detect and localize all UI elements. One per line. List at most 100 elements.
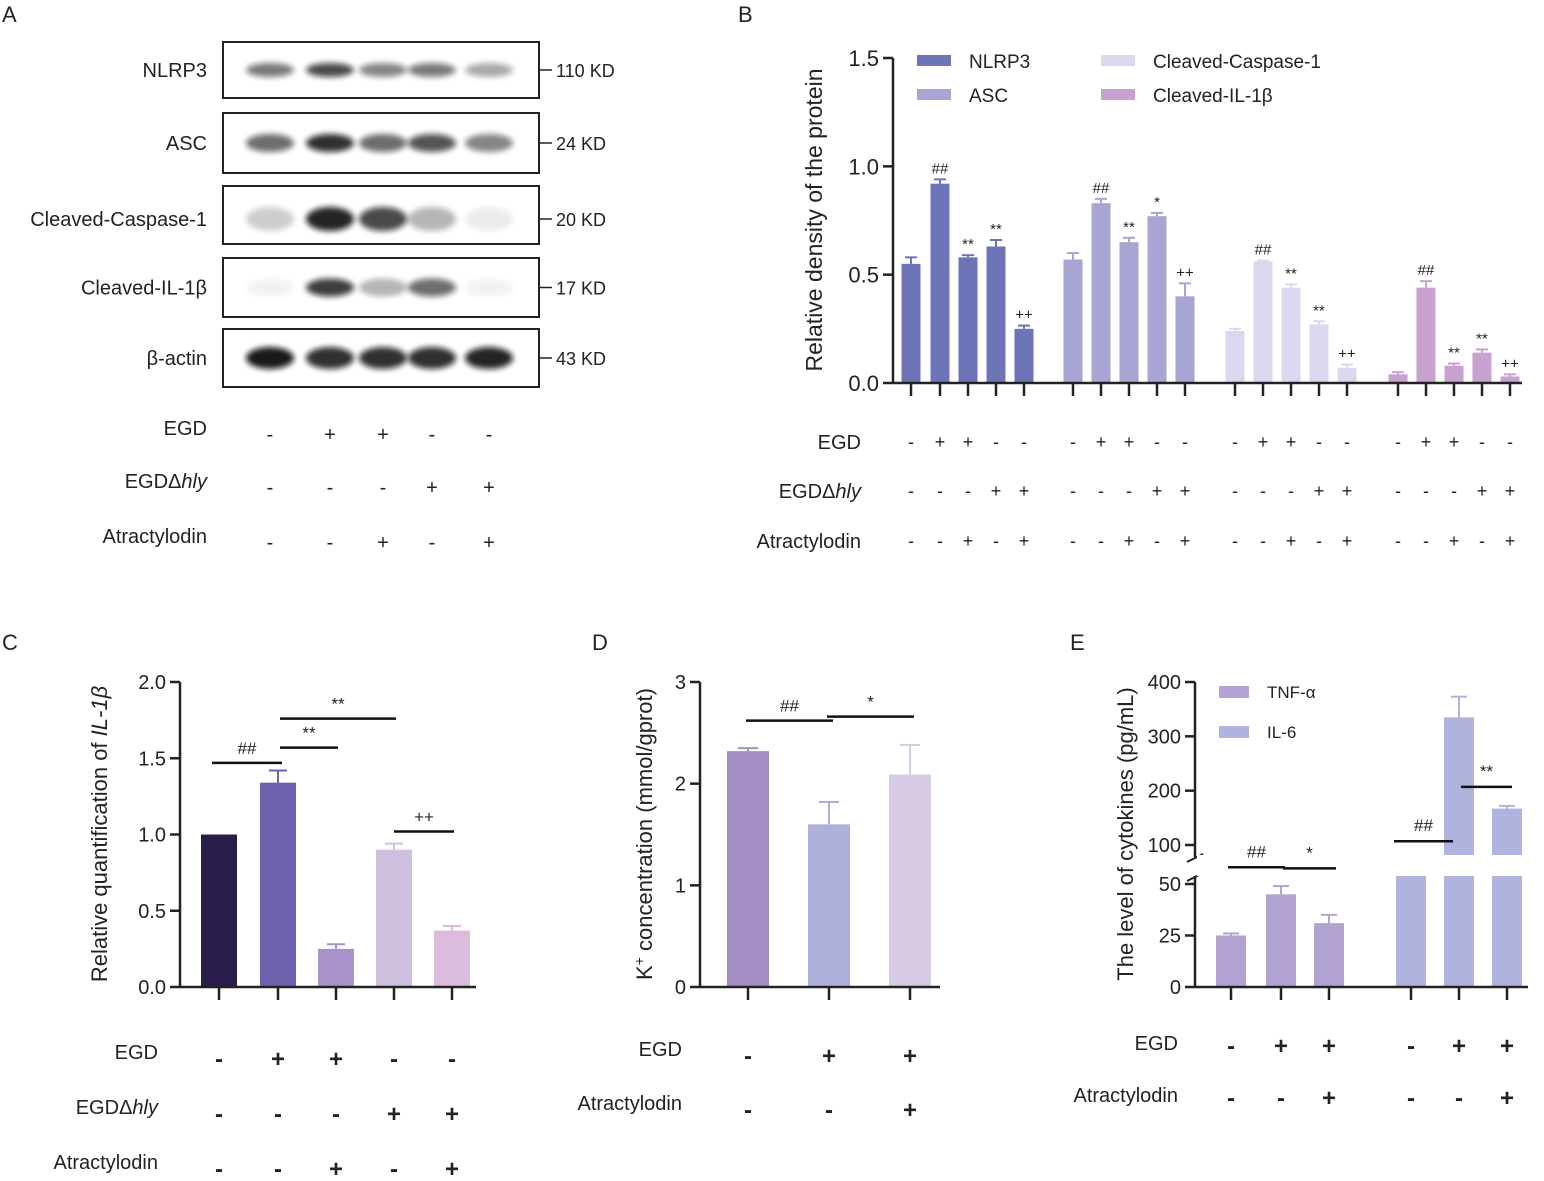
significance-mark: ++ [1176, 264, 1194, 281]
y-tick-label: 0.0 [138, 977, 166, 999]
blot-treatment-label: Atractylodin [103, 526, 208, 548]
treatment-sign-2: + [1322, 1033, 1336, 1060]
treatment-sign: - [1070, 481, 1076, 501]
treatment-sign: + [1124, 432, 1135, 452]
treatment-sign: - [1288, 481, 1294, 501]
y-axis-title: K+ concentration (mmol/gprot) [631, 688, 657, 980]
bar [1253, 261, 1273, 383]
y-axis-title: Relative density of the protein [801, 68, 827, 371]
blot-protein-label: Cleaved-Caspase-1 [30, 209, 207, 231]
treatment-sign-2: + [329, 1156, 343, 1181]
bar [260, 782, 296, 987]
y-axis-title: Relative quantification of IL-1β [87, 685, 112, 982]
treatment-sign: + [1152, 481, 1163, 501]
treatment-sign: + [1124, 531, 1135, 551]
blot-band [359, 207, 407, 231]
treatment-sign-2: + [903, 1097, 917, 1124]
protein-density-chart: 0.0 0.5 1.0 1.5 Relative density of the prot… [757, 46, 1522, 553]
legend-label: IL-6 [1267, 723, 1296, 742]
blot-band [408, 63, 456, 77]
y-axis-title: The level of cytokines (pg/mL) [1113, 687, 1138, 980]
blot-protein-label: NLRP3 [143, 60, 207, 82]
treatment-sign: + [963, 432, 974, 452]
treatment-sign-1: + [271, 1046, 285, 1073]
legend-swatch [917, 89, 951, 100]
blot-size-label: 17 KD [556, 279, 606, 299]
y-tick-label: 0.5 [848, 263, 879, 288]
blot-sign-4: - [486, 424, 493, 446]
treatment-sign: - [1316, 432, 1322, 452]
legend-swatch [1101, 89, 1135, 100]
treatment-sign: - [1126, 481, 1132, 501]
bar [376, 849, 412, 987]
treatment-label: EGDΔhly [779, 481, 862, 503]
treatment-sign: + [1019, 531, 1030, 551]
significance-mark: ++ [1015, 307, 1033, 324]
treatment-sign-2: - [332, 1101, 340, 1128]
treatment-sign: - [1070, 531, 1076, 551]
treatment-sign: - [1182, 432, 1188, 452]
treatment-sign-0: - [215, 1101, 223, 1128]
treatment-sign: - [1070, 432, 1076, 452]
treatment-sign-3: - [1407, 1085, 1415, 1112]
treatment-label: EGD [115, 1042, 158, 1064]
blot-sign-3: - [429, 424, 436, 446]
legend-swatch [1219, 686, 1249, 698]
treatment-sign-4: - [448, 1046, 456, 1073]
treatment-sign-0: - [1227, 1085, 1235, 1112]
y-tick-label: 0 [675, 977, 686, 999]
treatment-sign: - [937, 481, 943, 501]
significance-mark: ## [1093, 180, 1110, 197]
treatment-sign: + [1342, 531, 1353, 551]
treatment-sign: - [1232, 481, 1238, 501]
treatment-sign: + [963, 531, 974, 551]
treatment-sign-3: + [387, 1101, 401, 1128]
treatment-sign: + [1421, 432, 1432, 452]
blot-band [359, 278, 407, 297]
treatment-sign-1: - [1277, 1085, 1285, 1112]
blot-band [306, 347, 354, 369]
bar [889, 774, 931, 987]
significance-mark: ** [302, 724, 316, 743]
blot-band [465, 63, 513, 77]
panel-label-d: D [592, 630, 608, 655]
bar [930, 183, 950, 383]
treatment-sign: - [1260, 481, 1266, 501]
y-tick-label: 3 [675, 672, 686, 694]
blot-band [246, 63, 294, 77]
panel-label-a: A [2, 2, 17, 27]
panel-label-b: B [738, 2, 753, 27]
blot-band [408, 134, 456, 152]
bar [1444, 717, 1474, 987]
treatment-sign-4: + [445, 1156, 459, 1181]
bar [727, 751, 769, 987]
blot-band [359, 347, 407, 369]
treatment-sign-4: + [445, 1101, 459, 1128]
treatment-sign-1: - [274, 1156, 282, 1181]
bar [1281, 287, 1301, 383]
bar [986, 246, 1006, 383]
treatment-sign: - [1395, 432, 1401, 452]
blot-band [246, 278, 294, 297]
blot-treatment-label: EGD [164, 418, 207, 440]
treatment-label: EGDΔhly [76, 1097, 159, 1119]
significance-mark: * [867, 693, 874, 712]
treatment-sign-4: - [1455, 1085, 1463, 1112]
blot-sign-0: - [267, 424, 274, 446]
treatment-sign: - [1232, 531, 1238, 551]
y-tick-label: 0.0 [848, 371, 879, 396]
significance-mark: ## [1247, 842, 1266, 861]
bar [1225, 331, 1245, 383]
panel-label-c: C [2, 630, 18, 655]
significance-mark: ** [1123, 219, 1135, 236]
treatment-sign: + [1019, 481, 1030, 501]
treatment-sign: - [1344, 432, 1350, 452]
treatment-sign-0: - [1227, 1033, 1235, 1060]
treatment-label: Atractylodin [757, 531, 862, 553]
blot-sign-3: - [429, 532, 436, 554]
bar [1314, 923, 1344, 987]
blot-band [246, 207, 294, 231]
treatment-label: Atractylodin [578, 1093, 683, 1115]
bar [901, 263, 921, 383]
treatment-sign-0: - [215, 1156, 223, 1181]
